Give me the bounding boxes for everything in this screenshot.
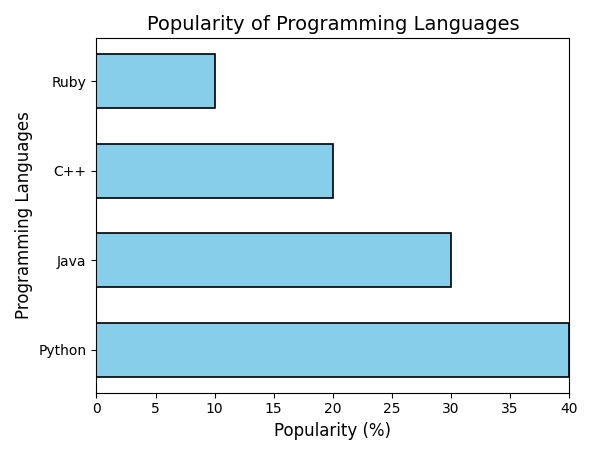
- Title: Popularity of Programming Languages: Popularity of Programming Languages: [146, 15, 519, 34]
- Bar: [97, 144, 333, 197]
- Bar: [97, 323, 569, 377]
- X-axis label: Popularity (%): Popularity (%): [275, 422, 391, 440]
- Bar: [97, 55, 215, 108]
- Y-axis label: Programming Languages: Programming Languages: [15, 111, 33, 319]
- Bar: [97, 233, 451, 287]
